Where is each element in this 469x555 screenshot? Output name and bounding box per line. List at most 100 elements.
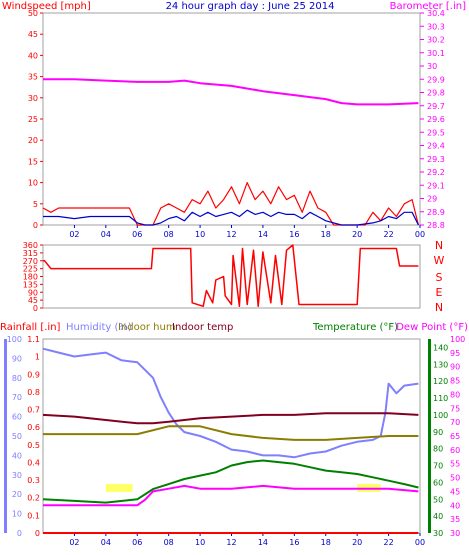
time-tick-label: 22 bbox=[383, 230, 393, 239]
time-tick-label: 12 bbox=[226, 230, 236, 239]
time-tick-label: 16 bbox=[289, 230, 299, 239]
series-gust bbox=[43, 209, 419, 226]
wind-tick-label: 10 bbox=[28, 179, 38, 188]
barometer-tick-label: 28.9 bbox=[427, 208, 445, 217]
humidity-axis-title: Humidity (%) bbox=[66, 322, 132, 333]
barometer-tick-label: 29 bbox=[427, 195, 437, 204]
humidity-axis-bar bbox=[4, 339, 7, 533]
wind-tick-label: 25 bbox=[28, 115, 38, 124]
time-tick-label: 06 bbox=[132, 230, 142, 239]
wind-tick-label: 5 bbox=[33, 200, 38, 209]
direction-tick-label: 360 bbox=[23, 241, 38, 250]
wind-axis-title: Windspeed [mph] bbox=[2, 1, 91, 12]
temperature-tick-label: 100 bbox=[433, 411, 448, 420]
wind-tick-label: 40 bbox=[28, 51, 38, 60]
temperature-tick-label: 70 bbox=[433, 462, 443, 471]
compass-label: W bbox=[434, 254, 445, 267]
time-tick-label: 02 bbox=[69, 230, 79, 239]
dew-point-tick-label: 60 bbox=[450, 446, 460, 455]
barometer-axis-title: Barometer [.in] bbox=[390, 1, 466, 12]
barometer-tick-label: 29.3 bbox=[427, 155, 445, 164]
barometer-tick-label: 29.4 bbox=[427, 142, 445, 151]
temperature-tick-label: 140 bbox=[433, 343, 448, 352]
direction-tick-label: 0 bbox=[33, 304, 38, 313]
barometer-tick-label: 29.1 bbox=[427, 181, 445, 190]
indoor-hum-axis-title: Indoor hum bbox=[118, 322, 176, 333]
rain-tick-label: 0.5 bbox=[27, 441, 40, 450]
barometer-tick-label: 29.6 bbox=[427, 115, 445, 124]
humidity-tick-label: 10 bbox=[12, 510, 22, 519]
wind-tick-label: 30 bbox=[28, 94, 38, 103]
barometer-tick-label: 29.8 bbox=[427, 89, 445, 98]
humidity-tick-label: 20 bbox=[12, 490, 22, 499]
time-tick-label: 02 bbox=[69, 538, 79, 547]
time-tick-label: 04 bbox=[101, 538, 111, 547]
wind-tick-label: 20 bbox=[28, 136, 38, 145]
direction-tick-label: 180 bbox=[23, 273, 38, 282]
dew-point-tick-label: 70 bbox=[450, 418, 460, 427]
dew-point-tick-label: 80 bbox=[450, 390, 460, 399]
temperature-tick-label: 80 bbox=[433, 445, 443, 454]
dew-point-tick-label: 55 bbox=[450, 460, 460, 469]
time-tick-label: 14 bbox=[258, 538, 268, 547]
dew-point-tick-label: 65 bbox=[450, 432, 460, 441]
temperature-tick-label: 130 bbox=[433, 360, 448, 369]
indoor-temp-axis-title: Indoor temp bbox=[172, 322, 233, 333]
wind-tick-label: 35 bbox=[28, 73, 38, 82]
dew-point-axis-title: Dew Point (°F) bbox=[396, 322, 468, 333]
compass-label: E bbox=[436, 286, 443, 299]
time-tick-label: 04 bbox=[101, 230, 111, 239]
humidity-tick-label: 90 bbox=[12, 354, 22, 363]
barometer-tick-label: 30.1 bbox=[427, 49, 445, 58]
direction-tick-label: 270 bbox=[23, 257, 38, 266]
humidity-tick-label: 60 bbox=[12, 413, 22, 422]
rain-tick-label: 1.1 bbox=[27, 335, 40, 344]
direction-tick-label: 90 bbox=[28, 288, 38, 297]
time-tick-label: 18 bbox=[321, 230, 331, 239]
series-windspeed bbox=[42, 182, 419, 226]
direction-tick-label: 315 bbox=[23, 249, 38, 258]
humidity-tick-label: 40 bbox=[12, 451, 22, 460]
time-tick-label: 00 bbox=[415, 538, 425, 547]
dew-point-tick-label: 50 bbox=[450, 474, 460, 483]
time-tick-label: 12 bbox=[226, 538, 236, 547]
series-barometer bbox=[43, 78, 419, 106]
rain-tick-label: 0 bbox=[35, 529, 40, 538]
time-tick-label: 10 bbox=[195, 230, 205, 239]
time-tick-label: 10 bbox=[195, 538, 205, 547]
direction-tick-label: 225 bbox=[23, 265, 38, 274]
humidity-tick-label: 80 bbox=[12, 374, 22, 383]
temperature-axis-bar bbox=[428, 339, 431, 533]
barometer-tick-label: 30.4 bbox=[427, 9, 445, 18]
dew-point-tick-label: 90 bbox=[450, 363, 460, 372]
direction-tick-label: 135 bbox=[23, 280, 38, 289]
barometer-tick-label: 30 bbox=[427, 62, 437, 71]
compass-label: S bbox=[436, 271, 443, 284]
dew-point-tick-label: 40 bbox=[450, 501, 460, 510]
rain-tick-label: 0.4 bbox=[27, 458, 40, 467]
time-tick-label: 20 bbox=[352, 230, 362, 239]
series-temperature-f- bbox=[42, 459, 419, 504]
dew-point-tick-label: 75 bbox=[450, 404, 460, 413]
time-tick-label: 00 bbox=[415, 230, 425, 239]
compass-label: N bbox=[435, 301, 443, 314]
time-tick-label: 06 bbox=[132, 538, 142, 547]
temperature-tick-label: 120 bbox=[433, 377, 448, 386]
time-tick-label: 20 bbox=[352, 538, 362, 547]
weather-panel-frame bbox=[42, 338, 421, 534]
compass-label: N bbox=[435, 239, 443, 252]
temperature-tick-label: 90 bbox=[433, 428, 443, 437]
rain-tick-label: 1 bbox=[35, 353, 40, 362]
rain-tick-label: 0.3 bbox=[27, 476, 40, 485]
humidity-tick-label: 0 bbox=[17, 529, 22, 538]
humidity-tick-label: 50 bbox=[12, 432, 22, 441]
time-tick-label: 08 bbox=[164, 538, 174, 547]
wind-tick-label: 45 bbox=[28, 30, 38, 39]
temperature-axis-title: Temperature (°F) bbox=[312, 322, 398, 333]
chart-title: 24 hour graph day : June 25 2014 bbox=[166, 1, 335, 12]
temperature-tick-label: 50 bbox=[433, 495, 443, 504]
barometer-tick-label: 29.5 bbox=[427, 128, 445, 137]
humidity-tick-label: 30 bbox=[12, 471, 22, 480]
